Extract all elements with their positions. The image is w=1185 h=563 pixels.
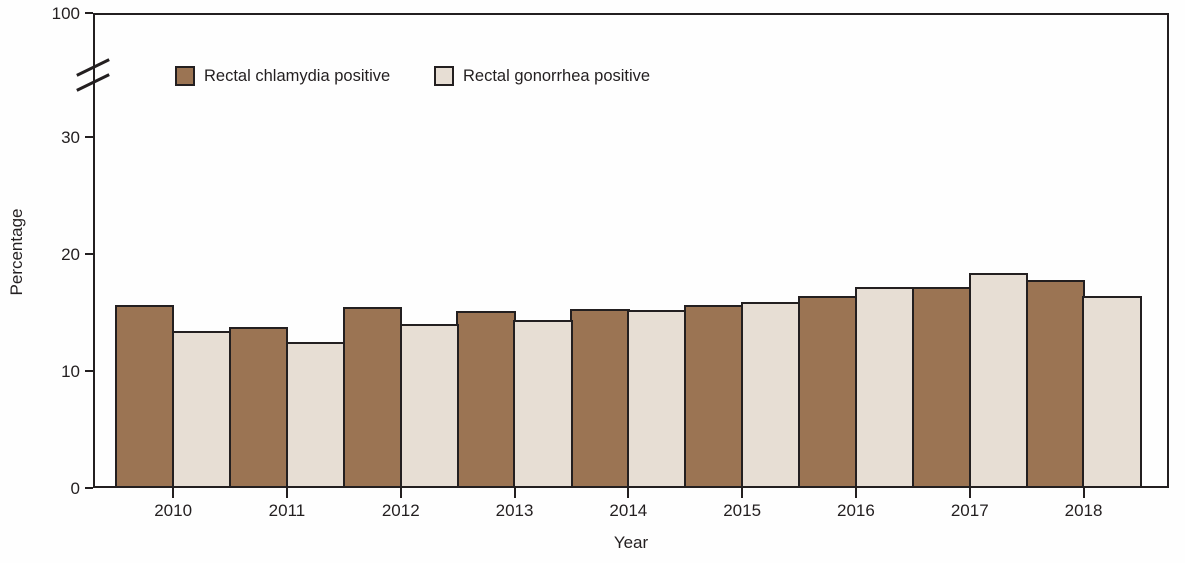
y-axis-tick-label: 0 — [70, 479, 80, 498]
x-axis-title: Year — [613, 533, 649, 552]
x-axis-tick — [627, 488, 630, 498]
x-axis-tick — [513, 488, 516, 498]
legend-swatch-icon — [434, 66, 454, 86]
x-axis-tick-label: 2012 — [381, 501, 420, 520]
y-axis-tick-label: 20 — [61, 245, 80, 264]
x-axis-tick-label: 2010 — [154, 501, 193, 520]
bar-chlamydia-2010 — [115, 305, 175, 488]
bar-gonorrhea-2012 — [399, 324, 459, 488]
y-axis-title: Percentage — [7, 208, 26, 296]
bar-chlamydia-2017 — [911, 286, 971, 488]
x-axis-tick-label: 2018 — [1064, 501, 1103, 520]
y-axis-tick-label: 100 — [51, 4, 80, 23]
y-axis-tick-label: 30 — [61, 128, 80, 147]
bar-gonorrhea-2013 — [513, 319, 573, 488]
x-axis-tick-label: 2011 — [268, 501, 306, 520]
legend-label: Rectal chlamydia positive — [204, 66, 391, 85]
y-axis-tick — [85, 136, 93, 138]
x-axis-tick-label: 2015 — [723, 501, 762, 520]
y-axis-tick — [85, 12, 93, 14]
bar-gonorrhea-2018 — [1082, 296, 1142, 488]
x-axis-tick-label: 2013 — [495, 501, 534, 520]
y-axis-tick — [85, 253, 93, 255]
bar-chlamydia-2011 — [228, 326, 289, 488]
x-axis-tick — [741, 488, 744, 498]
legend-label: Rectal gonorrhea positive — [463, 66, 651, 85]
x-axis-tick — [172, 488, 175, 498]
bar-chlamydia-2015 — [684, 305, 744, 488]
x-axis-tick — [968, 488, 971, 498]
legend-swatch-icon — [175, 66, 195, 86]
y-axis-tick — [85, 487, 93, 489]
x-axis-tick — [399, 488, 402, 498]
x-axis-tick-label: 2017 — [950, 501, 989, 520]
bar-gonorrhea-2017 — [968, 272, 1028, 488]
bar-chlamydia-2013 — [456, 311, 516, 488]
bar-chlamydia-2016 — [797, 296, 858, 488]
bar-gonorrhea-2011 — [285, 341, 346, 488]
bar-chlamydia-2012 — [342, 306, 402, 488]
bar-chlamydia-2014 — [570, 308, 630, 488]
legend-item: Rectal gonorrhea positive — [434, 66, 650, 86]
x-axis-tick-label: 2014 — [609, 501, 648, 520]
legend-item: Rectal chlamydia positive — [175, 66, 390, 86]
y-axis-tick-label: 10 — [61, 362, 80, 381]
x-axis-tick — [854, 488, 857, 498]
bar-chlamydia-2018 — [1025, 279, 1085, 488]
x-axis-tick-label: 2016 — [837, 501, 875, 520]
bar-gonorrhea-2010 — [171, 331, 232, 488]
bar-gonorrhea-2015 — [740, 301, 801, 488]
bar-gonorrhea-2016 — [854, 286, 915, 488]
y-axis-tick — [85, 370, 93, 372]
x-axis-tick — [1082, 488, 1085, 498]
bar-gonorrhea-2014 — [627, 310, 687, 488]
x-axis-tick — [285, 488, 288, 498]
